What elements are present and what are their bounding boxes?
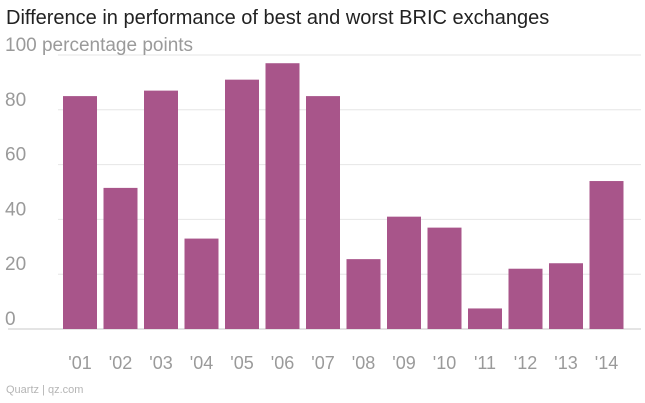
x-tick-label: '01 [68,353,91,373]
bar [103,187,138,329]
y-tick-labels: 0 20 40 60 80 100 percentage points [5,35,193,330]
y-tick-label: 60 [5,145,26,166]
y-tick-label: 0 [5,309,16,330]
bar [387,216,421,329]
y-tick-label: 20 [5,254,26,275]
bar [468,308,502,329]
bar [225,79,259,329]
bar [144,90,178,330]
x-tick-label: '04 [190,353,213,373]
bar [589,181,624,329]
source-credit: Quartz | qz.com [6,384,84,396]
bar [549,263,583,329]
x-tick-label: '08 [352,353,375,373]
x-tick-label: '05 [230,353,253,373]
x-tick-label: '13 [554,353,577,373]
bar [265,63,300,329]
x-tick-label: '11 [474,353,496,373]
chart-title: Difference in performance of best and wo… [6,7,550,29]
x-tick-label: '12 [514,353,537,373]
x-tick-label: '14 [595,353,618,373]
x-tick-label: '06 [271,353,294,373]
y-tick-label: 80 [5,90,26,111]
x-tick-label: '02 [109,353,132,373]
x-tick-label: '07 [311,353,334,373]
x-tick-label: '03 [149,353,172,373]
bar [306,96,340,329]
bar [184,238,219,329]
x-tick-label: '10 [433,353,456,373]
x-tick-labels: '01 '02 '03 '04 '05 '06 '07 '08 '09 '10 '11 '12 '13 '… [68,353,618,373]
y-tick-label: 100 percentage points [5,35,193,56]
bar [508,268,543,329]
y-tick-label: 40 [5,199,26,220]
bar [63,96,97,329]
bar [427,227,462,329]
x-tick-label: '09 [392,353,415,373]
bar [346,259,381,329]
bars [63,63,624,330]
